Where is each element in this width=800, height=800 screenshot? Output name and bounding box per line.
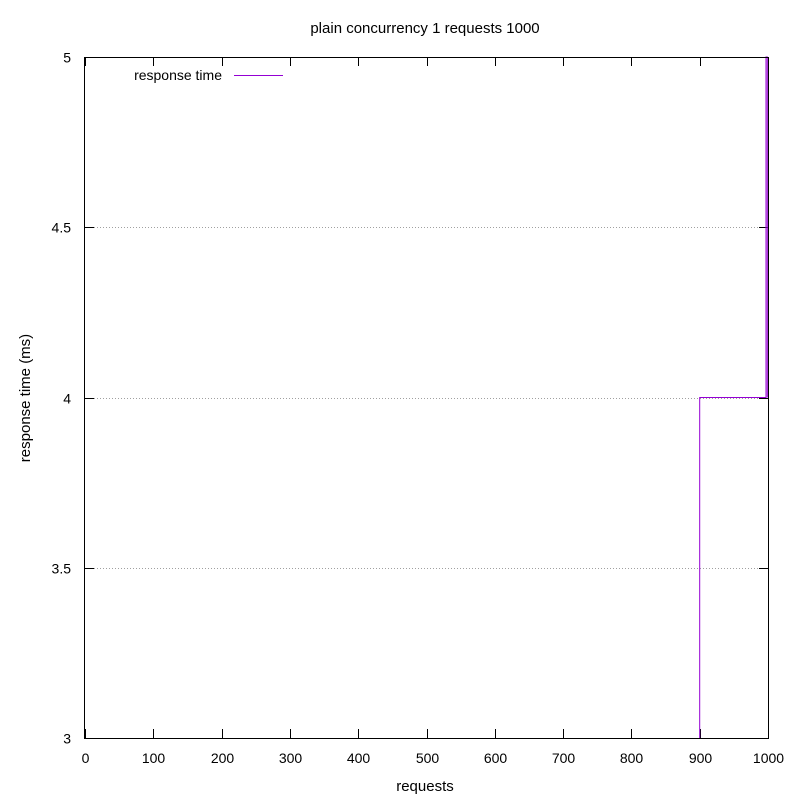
x-tick-label: 300 — [279, 750, 303, 766]
series-layer — [699, 56, 768, 738]
chart-title: plain concurrency 1 requests 1000 — [310, 20, 539, 37]
y-tick-label: 4 — [63, 391, 71, 407]
x-tick-label: 800 — [620, 750, 644, 766]
x-tick-label: 0 — [82, 750, 90, 766]
series-line — [699, 56, 768, 738]
x-tick-label: 500 — [416, 750, 440, 766]
y-tick-label: 3.5 — [52, 561, 72, 577]
x-axis-ticks: 0 100 200 300 400 500 600 700 800 900 1000 — [82, 57, 784, 766]
x-tick-label: 200 — [211, 750, 235, 766]
x-tick-label: 900 — [689, 750, 713, 766]
plot-frame — [84, 57, 769, 739]
legend-label: response time — [134, 67, 222, 83]
y-axis-label: response time (ms) — [17, 334, 34, 462]
x-tick-label: 400 — [347, 750, 371, 766]
y-tick-label: 4.5 — [52, 220, 72, 236]
x-tick-label: 1000 — [753, 750, 784, 766]
legend: response time — [134, 67, 283, 83]
y-tick-label: 3 — [63, 731, 71, 747]
grid-lines — [85, 227, 768, 569]
y-tick-label: 5 — [63, 50, 71, 66]
x-axis-label: requests — [396, 778, 454, 795]
x-tick-label: 700 — [552, 750, 576, 766]
x-tick-label: 100 — [142, 750, 166, 766]
x-tick-label: 600 — [484, 750, 508, 766]
